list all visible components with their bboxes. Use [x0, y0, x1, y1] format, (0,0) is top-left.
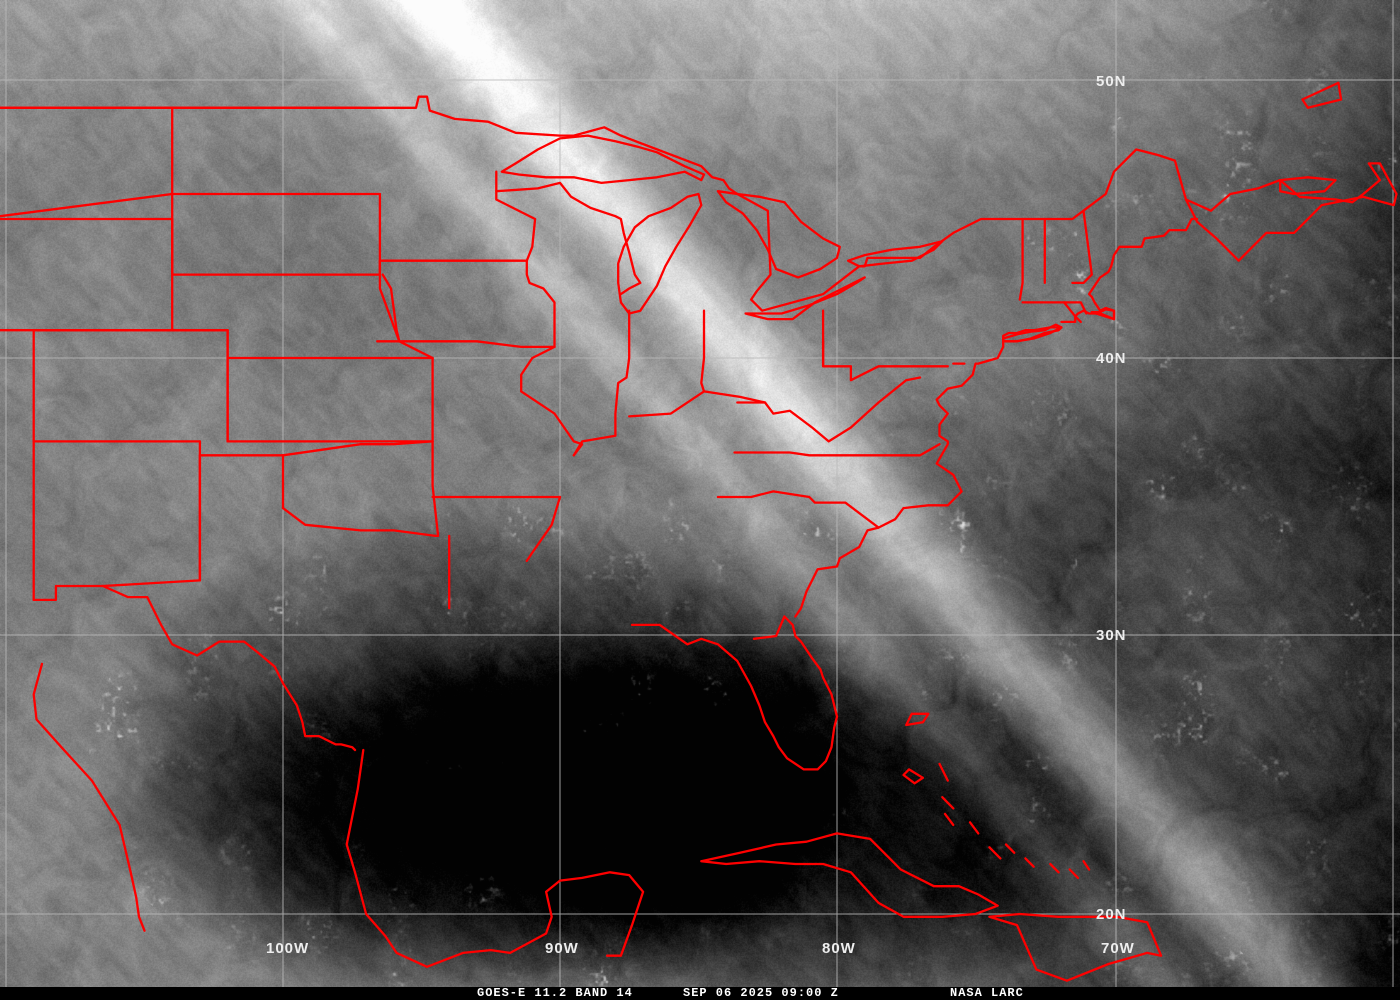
svg-text:50N: 50N: [1096, 73, 1127, 90]
svg-text:80W: 80W: [822, 940, 856, 957]
svg-text:90W: 90W: [545, 940, 579, 957]
svg-text:100W: 100W: [266, 940, 309, 957]
svg-text:40N: 40N: [1096, 350, 1127, 367]
svg-text:70W: 70W: [1101, 940, 1135, 957]
svg-text:20N: 20N: [1096, 906, 1127, 923]
svg-text:30N: 30N: [1096, 627, 1127, 644]
